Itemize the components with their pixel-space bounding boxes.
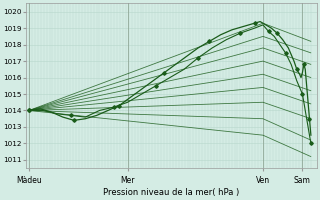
X-axis label: Pression niveau de la mer( hPa ): Pression niveau de la mer( hPa ) — [103, 188, 239, 197]
